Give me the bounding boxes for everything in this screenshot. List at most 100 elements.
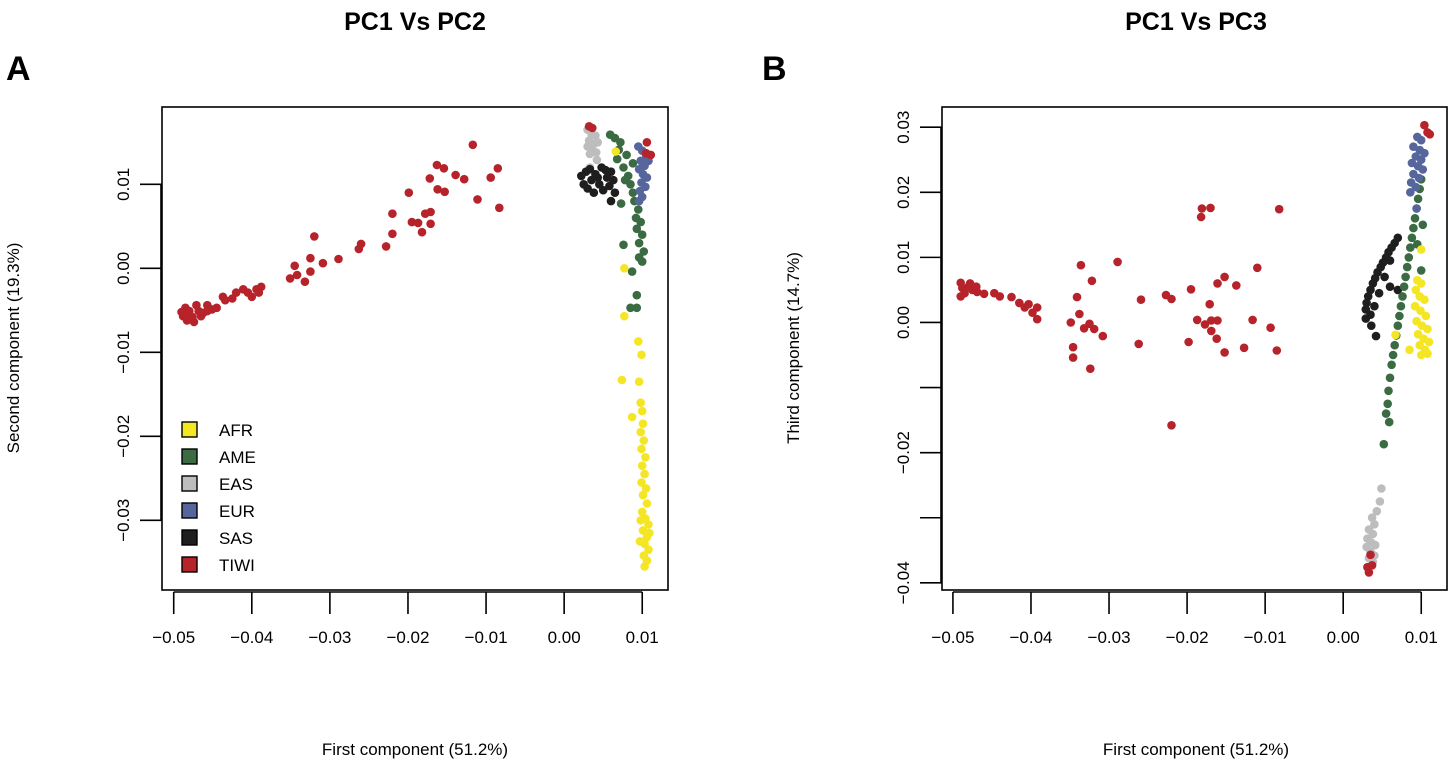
point-tiwi	[1136, 295, 1146, 305]
x-tick-label: −0.01	[1244, 628, 1287, 647]
point-eur	[1411, 182, 1421, 192]
point-afr	[636, 398, 645, 408]
point-ame	[1384, 417, 1394, 427]
point-tiwi	[306, 267, 315, 276]
point-eur	[1416, 135, 1426, 145]
point-tiwi	[1200, 320, 1210, 329]
data-points	[177, 122, 656, 571]
point-ame	[619, 240, 628, 250]
pc1-vs-pc2-plot: A PC1 Vs PC2 First component (51.2%) Sec…	[4, 8, 669, 759]
point-tiwi	[495, 203, 504, 213]
y-tick-label: −0.04	[894, 561, 913, 604]
point-eur	[1406, 188, 1415, 197]
point-ame	[1407, 233, 1417, 243]
y-axis-label: Third component (14.7%)	[784, 252, 803, 444]
y-tick-label: 0.00	[114, 252, 133, 285]
point-ame	[1402, 262, 1412, 272]
point-afr	[635, 537, 645, 546]
point-eur	[1414, 173, 1424, 183]
legend-swatch	[181, 529, 198, 546]
point-afr	[1424, 337, 1434, 347]
point-tiwi	[1066, 318, 1076, 327]
point-tiwi	[1367, 561, 1377, 570]
point-ame	[632, 290, 642, 300]
legend-label: AFR	[219, 421, 253, 440]
point-afr	[637, 461, 647, 471]
y-tick-label: 0.01	[894, 241, 913, 274]
point-tiwi	[354, 244, 364, 254]
point-tiwi	[1248, 315, 1257, 325]
panel-label-b: B	[762, 50, 787, 88]
legend-label: SAS	[219, 529, 253, 548]
point-ame	[616, 199, 626, 208]
point-tiwi	[1167, 294, 1176, 304]
point-afr	[641, 453, 650, 462]
point-afr	[611, 147, 620, 156]
point-sas	[606, 196, 616, 206]
point-tiwi	[310, 232, 319, 241]
point-tiwi	[646, 150, 656, 160]
point-afr	[634, 337, 643, 346]
point-sas	[1362, 298, 1371, 308]
legend-item-eur: EUR	[181, 502, 255, 521]
legend-label: EAS	[219, 475, 253, 494]
point-ame	[1387, 360, 1396, 370]
point-ame	[1399, 282, 1409, 292]
point-ame	[1410, 214, 1420, 223]
point-afr	[637, 350, 646, 360]
point-ame	[632, 303, 642, 313]
point-tiwi	[334, 254, 343, 264]
point-eas	[585, 149, 595, 159]
point-sas	[1366, 310, 1375, 320]
point-eas	[1377, 484, 1386, 493]
point-afr	[620, 264, 629, 273]
point-tiwi	[192, 300, 201, 310]
point-afr	[639, 436, 649, 445]
y-tick-label: −0.01	[114, 331, 133, 374]
point-tiwi	[1206, 203, 1215, 213]
point-afr	[1416, 245, 1426, 254]
x-tick-label: −0.01	[465, 628, 508, 647]
point-tiwi	[1098, 331, 1108, 341]
legend-label: AME	[219, 448, 256, 467]
point-tiwi	[1184, 337, 1193, 347]
legend: AFR AME EAS EUR SAS TIWI	[181, 421, 256, 575]
point-afr	[645, 528, 654, 538]
point-eur	[1418, 165, 1428, 174]
point-tiwi	[1366, 550, 1375, 560]
x-tick-label: −0.02	[1166, 628, 1209, 647]
point-ame	[1416, 266, 1426, 275]
point-tiwi	[1207, 316, 1216, 325]
point-afr	[627, 412, 637, 422]
point-tiwi	[292, 270, 302, 280]
point-afr	[1411, 285, 1421, 295]
point-eur	[642, 173, 652, 182]
point-tiwi	[1196, 212, 1206, 222]
x-tick-label: 0.01	[626, 628, 659, 647]
point-afr	[1416, 279, 1426, 288]
point-ame	[627, 267, 637, 276]
point-ame	[619, 163, 628, 172]
point-tiwi	[642, 138, 652, 147]
point-ame	[636, 217, 645, 227]
point-ame	[1393, 321, 1403, 331]
point-tiwi	[1028, 308, 1037, 318]
point-tiwi	[196, 311, 206, 321]
point-tiwi	[1134, 339, 1143, 349]
point-tiwi	[1207, 326, 1216, 336]
x-tick-label: −0.03	[1088, 628, 1131, 647]
point-tiwi	[493, 164, 503, 173]
point-tiwi	[426, 219, 435, 229]
point-tiwi	[439, 164, 449, 173]
point-afr	[1416, 306, 1425, 316]
point-ame	[626, 303, 635, 313]
point-tiwi	[1076, 260, 1086, 270]
y-tick-label: 0.01	[114, 168, 133, 201]
y-tick-label: 0.02	[894, 176, 913, 209]
point-ame	[1379, 439, 1389, 449]
point-tiwi	[1024, 299, 1033, 309]
point-tiwi	[995, 292, 1005, 301]
point-ame	[1383, 399, 1392, 409]
point-ame	[1418, 220, 1428, 230]
legend-item-sas: SAS	[181, 529, 253, 548]
